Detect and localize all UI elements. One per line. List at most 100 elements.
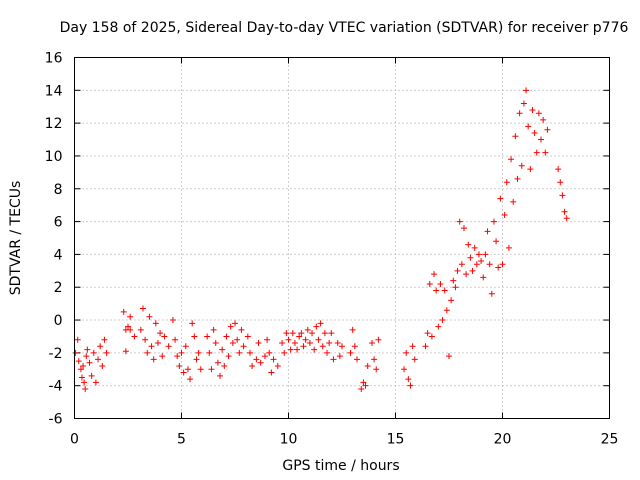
- data-point: [533, 149, 540, 156]
- data-point: [330, 356, 337, 363]
- x-axis-label: GPS time / hours: [282, 458, 399, 474]
- data-point: [214, 359, 221, 366]
- data-point: [426, 280, 433, 287]
- data-point: [165, 343, 172, 350]
- data-point: [540, 116, 547, 123]
- y-tick-label: 6: [54, 215, 63, 231]
- plot-frame: [74, 57, 610, 419]
- data-point: [217, 372, 224, 379]
- data-point: [512, 133, 519, 140]
- data-point: [255, 340, 262, 347]
- data-point: [503, 179, 510, 186]
- data-point: [321, 330, 328, 337]
- data-point: [84, 346, 91, 353]
- data-point: [82, 385, 89, 392]
- data-point: [95, 356, 102, 363]
- data-point: [437, 280, 444, 287]
- data-point: [486, 261, 493, 268]
- data-point: [520, 100, 527, 107]
- data-points: [72, 87, 570, 392]
- data-point: [144, 349, 151, 356]
- gridlines: [74, 57, 610, 419]
- data-point: [294, 346, 301, 353]
- data-point: [234, 336, 241, 343]
- data-point: [304, 326, 311, 333]
- data-point: [326, 340, 333, 347]
- data-point: [495, 264, 502, 271]
- y-axis-label: SDTVAR / TECUs: [8, 181, 24, 296]
- data-point: [475, 251, 482, 258]
- data-point: [90, 349, 97, 356]
- data-point: [336, 353, 343, 360]
- data-point: [313, 323, 320, 330]
- x-tick-label: 0: [70, 432, 79, 448]
- data-point: [407, 382, 414, 389]
- data-point: [306, 340, 313, 347]
- data-point: [433, 287, 440, 294]
- data-point: [195, 349, 202, 356]
- data-point: [193, 356, 200, 363]
- data-point: [518, 162, 525, 169]
- data-point: [120, 308, 127, 315]
- data-point: [152, 320, 159, 327]
- data-point: [246, 349, 253, 356]
- data-point: [319, 343, 326, 350]
- data-point: [493, 238, 500, 245]
- data-point: [169, 317, 176, 324]
- data-point: [74, 336, 81, 343]
- data-point: [157, 330, 164, 337]
- data-point: [83, 353, 90, 360]
- data-point: [253, 356, 260, 363]
- data-point: [300, 343, 307, 350]
- data-point: [137, 326, 144, 333]
- data-point: [371, 356, 378, 363]
- data-point: [351, 343, 358, 350]
- data-point: [236, 349, 243, 356]
- data-point: [266, 349, 273, 356]
- data-point: [561, 208, 568, 215]
- data-point: [315, 336, 322, 343]
- y-tick-label: 12: [45, 116, 63, 132]
- data-point: [471, 244, 478, 251]
- data-point: [431, 271, 438, 278]
- data-point: [535, 110, 542, 117]
- data-point: [197, 366, 204, 373]
- data-point: [176, 362, 183, 369]
- y-tick-label: -6: [49, 412, 63, 428]
- data-point: [527, 166, 534, 173]
- data-point: [208, 366, 215, 373]
- data-point: [146, 313, 153, 320]
- data-point: [450, 277, 457, 284]
- data-point: [88, 372, 95, 379]
- data-point: [478, 257, 485, 264]
- data-point: [97, 343, 104, 350]
- data-point: [557, 179, 564, 186]
- data-point: [296, 333, 303, 340]
- data-point: [249, 362, 256, 369]
- data-point: [229, 340, 236, 347]
- data-point: [221, 362, 228, 369]
- data-point: [499, 261, 506, 268]
- data-point: [178, 349, 185, 356]
- data-point: [240, 343, 247, 350]
- data-point: [191, 333, 198, 340]
- data-point: [480, 274, 487, 281]
- data-point: [103, 349, 110, 356]
- data-point: [99, 362, 106, 369]
- data-point: [324, 349, 331, 356]
- data-point: [148, 343, 155, 350]
- data-point: [542, 149, 549, 156]
- data-point: [180, 369, 187, 376]
- data-point: [482, 251, 489, 258]
- data-point: [516, 110, 523, 117]
- data-point: [244, 333, 251, 340]
- y-tick-label: 4: [54, 247, 63, 263]
- y-tick-label: 14: [45, 83, 63, 99]
- data-point: [368, 340, 375, 347]
- data-point: [490, 218, 497, 225]
- data-point: [78, 374, 85, 381]
- data-point: [81, 379, 88, 386]
- data-point: [264, 336, 271, 343]
- data-point: [101, 336, 108, 343]
